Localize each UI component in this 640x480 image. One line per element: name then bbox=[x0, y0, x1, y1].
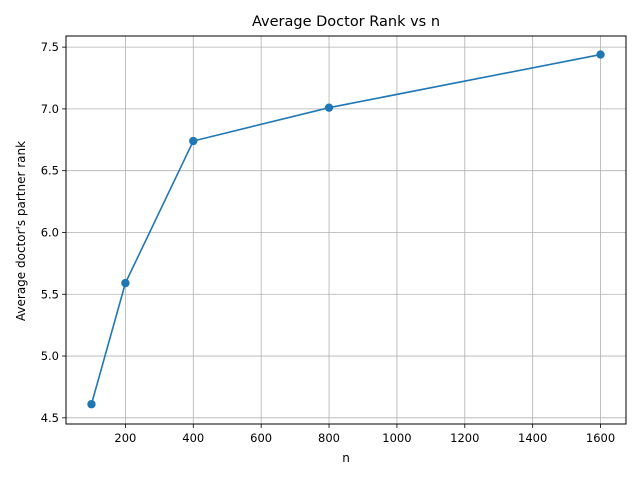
data-point bbox=[189, 136, 198, 146]
y-tick-label: 4.5 bbox=[41, 411, 59, 425]
x-tick-label: 800 bbox=[318, 431, 340, 445]
x-tick-label: 1200 bbox=[450, 431, 479, 445]
y-tick-label: 6.5 bbox=[41, 164, 59, 178]
x-tick-label: 1400 bbox=[518, 431, 547, 445]
x-tick-label: 1600 bbox=[586, 431, 615, 445]
y-tick-label: 5.0 bbox=[41, 349, 59, 363]
x-axis: 200 400 600 800 1000 1200 1400 1600 bbox=[114, 424, 615, 445]
x-tick-label: 1000 bbox=[382, 431, 411, 445]
y-tick-label: 5.5 bbox=[41, 287, 59, 301]
series-layer bbox=[87, 50, 605, 409]
plot-frame bbox=[65, 35, 627, 425]
y-axis-label: Average doctor's partner rank bbox=[14, 141, 28, 321]
data-point bbox=[87, 400, 96, 409]
chart-title: Average Doctor Rank vs n bbox=[252, 14, 440, 30]
data-point bbox=[596, 50, 605, 59]
x-tick-label: 200 bbox=[114, 431, 136, 445]
grid bbox=[66, 36, 626, 424]
y-tick-label: 7.5 bbox=[41, 40, 59, 54]
y-tick-label: 7.0 bbox=[41, 102, 59, 116]
x-tick-label: 600 bbox=[250, 431, 272, 445]
data-point bbox=[324, 103, 334, 112]
x-tick-label: 400 bbox=[182, 431, 204, 445]
x-axis-label: n bbox=[342, 451, 350, 465]
y-tick-label: 6.0 bbox=[41, 225, 59, 239]
y-axis: 4.5 5.0 5.5 6.0 6.5 7.0 7.5 bbox=[41, 40, 66, 425]
series-line bbox=[90, 53, 601, 405]
data-point bbox=[121, 278, 130, 288]
